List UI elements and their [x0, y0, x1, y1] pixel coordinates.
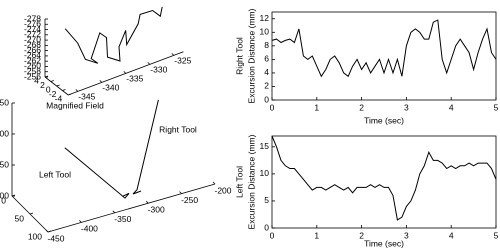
y-tick-label: 0 [264, 94, 269, 104]
y-tick [62, 89, 66, 91]
x-tick-label: -200 [214, 185, 231, 195]
y-tick-label: 0 [264, 222, 269, 232]
z-tick-label: -200 [0, 128, 9, 138]
x-tick-label: -345 [78, 92, 95, 102]
x-tick [45, 229, 49, 233]
x-tick [145, 200, 149, 204]
trajectory [132, 99, 159, 195]
x-tick-label: 4 [449, 230, 454, 240]
x-tick-label: -325 [174, 56, 191, 66]
z-tick-label: -266 [24, 45, 41, 55]
x-tick-label: 3 [404, 230, 409, 240]
x-tick [112, 210, 116, 214]
y-tick-label: 2 [264, 81, 269, 91]
x-axis [47, 183, 216, 233]
y-tick [68, 93, 72, 96]
plot-frame [271, 135, 497, 229]
z-tick-label: -272 [24, 29, 41, 39]
z-tick-label: -150 [0, 97, 9, 107]
subplot-title: Magnified Field [46, 100, 104, 110]
y-tick [47, 230, 52, 233]
x-tick [99, 80, 103, 83]
series-label: Right Tool [159, 124, 197, 134]
y-tick [50, 80, 54, 82]
x-tick-label: -340 [102, 83, 119, 93]
x-tick [123, 71, 127, 74]
x-tick-label: 2 [359, 230, 364, 240]
data-line [271, 135, 497, 221]
x-tick [171, 53, 175, 56]
x-tick [79, 220, 82, 223]
x-tick-label: 4 [449, 102, 454, 112]
z-tick-label: -250 [0, 159, 9, 169]
z-tick-label: -278 [24, 13, 41, 23]
y-tick [29, 212, 34, 215]
data-line [271, 19, 497, 78]
x-tick-label: -350 [114, 214, 131, 224]
x-tick-label: -330 [150, 65, 167, 75]
y-tick-label: -4 [55, 93, 63, 103]
x-tick [147, 62, 151, 65]
y-tick-label: 4 [34, 75, 39, 85]
x-tick-label: 5 [494, 102, 499, 112]
y-tick-label: -2 [49, 89, 57, 99]
plot-frame [271, 11, 497, 101]
x-tick-label: 0 [270, 230, 275, 240]
trajectory [64, 6, 163, 64]
y-tick-label: 0 [1, 195, 6, 205]
y-axis-label: Excursion Distance (mm) [246, 134, 256, 229]
z-tick-label: -256 [24, 71, 41, 81]
series-label: Left Tool [39, 169, 71, 179]
y-tick-label: 15 [260, 141, 270, 151]
y-tick-label: 10 [260, 168, 270, 178]
z-tick-label: -274 [24, 24, 41, 34]
x-tick [179, 191, 182, 194]
y-tick-label: 10 [260, 27, 270, 37]
x-tick-label: -400 [81, 224, 98, 234]
y-tick-label: 2 [40, 80, 45, 90]
z-tick-label: -270 [24, 34, 41, 44]
y-axis-label: Right Tool [234, 37, 244, 75]
y-tick [44, 75, 49, 78]
z-tick-label: -260 [24, 61, 41, 71]
y-tick-label: 4 [264, 67, 269, 77]
z-tick-label: -276 [24, 19, 41, 29]
x-tick-label: 5 [494, 230, 499, 240]
x-tick-label: 1 [314, 230, 319, 240]
z-tick-label: -262 [24, 55, 41, 65]
x-tick-label: 3 [404, 102, 409, 112]
y-axis-label: Excursion Distance (mm) [246, 8, 256, 103]
y-tick-label: 8 [264, 40, 269, 50]
x-tick [212, 181, 216, 185]
y-tick [56, 84, 60, 87]
x-tick-label: -250 [181, 195, 198, 205]
y-tick-label: 0 [46, 84, 51, 94]
trajectory [64, 147, 130, 199]
x-tick-label: 1 [314, 102, 319, 112]
x-tick [75, 89, 79, 92]
x-tick-label: -450 [47, 233, 64, 243]
y-tick-label: 12 [260, 13, 270, 23]
x-tick-label: 2 [359, 102, 364, 112]
y-tick-label: 6 [264, 54, 269, 64]
x-axis-label: Time (sec) [364, 238, 404, 248]
x-axis-label: Time (sec) [364, 115, 404, 125]
y-axis-label: Left Tool [234, 166, 244, 198]
z-tick-label: -300 [0, 190, 9, 200]
x-tick-label: -335 [126, 74, 143, 84]
x-tick-label: 0 [270, 102, 275, 112]
z-tick-label: -268 [24, 40, 41, 50]
z-tick-label: -264 [24, 50, 41, 60]
y-tick-label: 50 [15, 213, 25, 223]
y-tick [11, 194, 16, 197]
x-tick-label: -300 [148, 204, 165, 214]
y-tick-label: 5 [264, 195, 269, 205]
y-tick-label: 100 [28, 231, 42, 241]
z-tick-label: -258 [24, 66, 41, 76]
